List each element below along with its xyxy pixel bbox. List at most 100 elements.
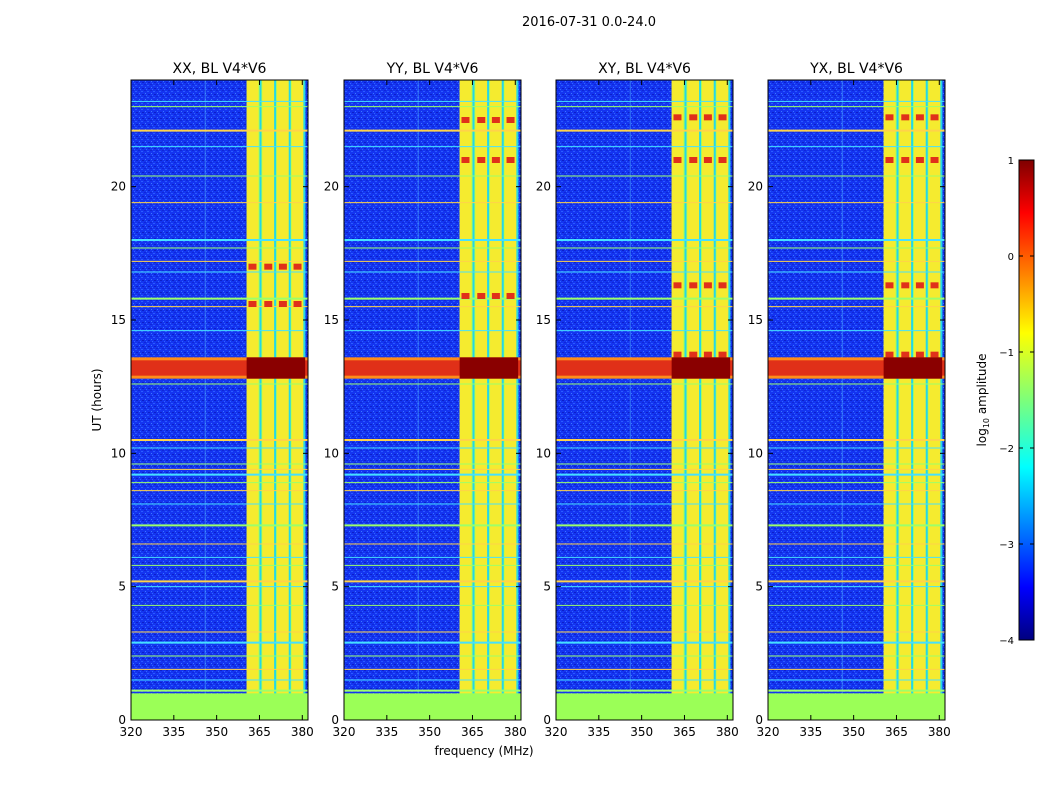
colorbar-tick-label: −2 <box>999 444 1014 455</box>
rfi-hotspot <box>703 157 712 163</box>
rfi-hotspot <box>293 301 302 307</box>
channel-column-4 <box>291 80 304 720</box>
y-tick-label: 20 <box>111 180 126 194</box>
channel-gap-3 <box>925 80 928 720</box>
rfi-hotspot <box>901 114 910 121</box>
panel-title: XX, BL V4*V6 <box>173 61 267 77</box>
panel-title: XY, BL V4*V6 <box>598 61 691 77</box>
colorbar-tick-label: −1 <box>999 348 1014 359</box>
channel-column-2 <box>475 80 488 720</box>
strong-rfi-block-core <box>246 357 306 379</box>
rfi-hotspot <box>915 282 924 289</box>
colorbar-ticks: 1 0 −1 −2 −3 −4 <box>999 156 1034 647</box>
flagged-region <box>131 693 308 720</box>
x-tick-label: 335 <box>162 725 185 739</box>
x-tick-label: 365 <box>885 725 908 739</box>
channel-gap-1 <box>472 80 475 720</box>
panel-4: YX, BL V4*V6 320 335 350 365 380 0 5 10 15 20 <box>748 61 951 739</box>
channel-gap-1 <box>259 80 262 720</box>
channel-column-4 <box>928 80 941 720</box>
channel-column-2 <box>687 80 700 720</box>
rfi-hotspot <box>673 157 682 163</box>
rfi-hotspot <box>461 293 470 299</box>
y-tick-label: 10 <box>536 446 551 460</box>
rfi-hotspot <box>506 117 515 123</box>
y-tick-label: 0 <box>755 713 763 727</box>
colorbar-tick-label: 1 <box>1008 156 1014 167</box>
colorbar-tick-label: −3 <box>999 540 1014 551</box>
channel-column-4 <box>716 80 729 720</box>
x-tick-label: 335 <box>375 725 398 739</box>
x-tick-label: 380 <box>504 725 527 739</box>
channel-column-3 <box>702 80 714 720</box>
channel-column-3 <box>277 80 289 720</box>
panel-frame <box>130 79 309 721</box>
rfi-hotspot <box>915 157 924 163</box>
panel-title: YY, BL V4*V6 <box>386 61 479 77</box>
x-axis-label: frequency (MHz) <box>434 744 533 758</box>
channel-gap-1 <box>684 80 687 720</box>
rfi-hotspot <box>718 282 727 289</box>
y-tick-label: 0 <box>331 713 339 727</box>
rfi-hotspot <box>703 114 712 121</box>
channel-gap-4 <box>303 80 306 720</box>
rfi-hotspot <box>885 351 894 358</box>
strong-rfi-block-core <box>459 357 519 379</box>
y-tick-label: 20 <box>324 180 339 194</box>
rfi-hotspot <box>689 351 698 358</box>
channel-gap-3 <box>713 80 716 720</box>
channel-gap-1 <box>896 80 899 720</box>
rfi-hotspot <box>506 293 515 299</box>
y-axis-label: UT (hours) <box>90 368 104 431</box>
x-tick-label: 380 <box>928 725 951 739</box>
rfi-hotspot <box>491 293 500 299</box>
rfi-hotspot <box>461 117 470 123</box>
channel-gap-4 <box>728 80 731 720</box>
rfi-hotspot <box>901 157 910 163</box>
rfi-hotspot <box>673 351 682 358</box>
rfi-hotspot <box>718 351 727 358</box>
rfi-hotspot <box>264 301 273 307</box>
rfi-hotspot <box>461 157 470 163</box>
rfi-hotspot <box>703 351 712 358</box>
rfi-hotspot <box>506 157 515 163</box>
channel-gap-2 <box>911 80 914 720</box>
x-tick-label: 335 <box>587 725 610 739</box>
x-tick-label: 320 <box>545 725 568 739</box>
channel-gap-2 <box>699 80 702 720</box>
flagged-region <box>344 693 521 720</box>
channel-gap-2 <box>487 80 490 720</box>
panel-title: YX, BL V4*V6 <box>809 61 903 77</box>
panel-frame <box>343 79 522 721</box>
channel-gap-3 <box>501 80 504 720</box>
channel-column-1 <box>246 80 259 720</box>
rfi-hotspot <box>703 282 712 289</box>
channel-column-1 <box>671 80 684 720</box>
rfi-hotspot <box>264 263 273 270</box>
channel-gap-4 <box>516 80 519 720</box>
channel-column-3 <box>914 80 926 720</box>
strong-rfi-block-core <box>883 357 943 379</box>
channel-column-2 <box>899 80 912 720</box>
x-tick-label: 350 <box>205 725 228 739</box>
x-tick-label: 365 <box>248 725 271 739</box>
colorbar-tick-label: −4 <box>999 636 1014 647</box>
rfi-hotspot <box>718 157 727 163</box>
channel-gap-3 <box>288 80 291 720</box>
y-tick-label: 10 <box>111 446 126 460</box>
panel-1: XX, BL V4*V6 320 335 350 365 380 0 5 10 15 20 <box>111 61 314 739</box>
rfi-hotspot <box>689 157 698 163</box>
y-tick-label: 0 <box>118 713 126 727</box>
rfi-hotspot <box>718 114 727 121</box>
y-tick-label: 15 <box>748 313 763 327</box>
rfi-hotspot <box>248 263 257 270</box>
x-tick-label: 320 <box>120 725 143 739</box>
y-tick-label: 10 <box>748 446 763 460</box>
rfi-hotspot <box>689 114 698 121</box>
rfi-hotspot <box>901 282 910 289</box>
rfi-hotspot <box>248 301 257 307</box>
rfi-hotspot <box>673 282 682 289</box>
x-tick-label: 350 <box>418 725 441 739</box>
